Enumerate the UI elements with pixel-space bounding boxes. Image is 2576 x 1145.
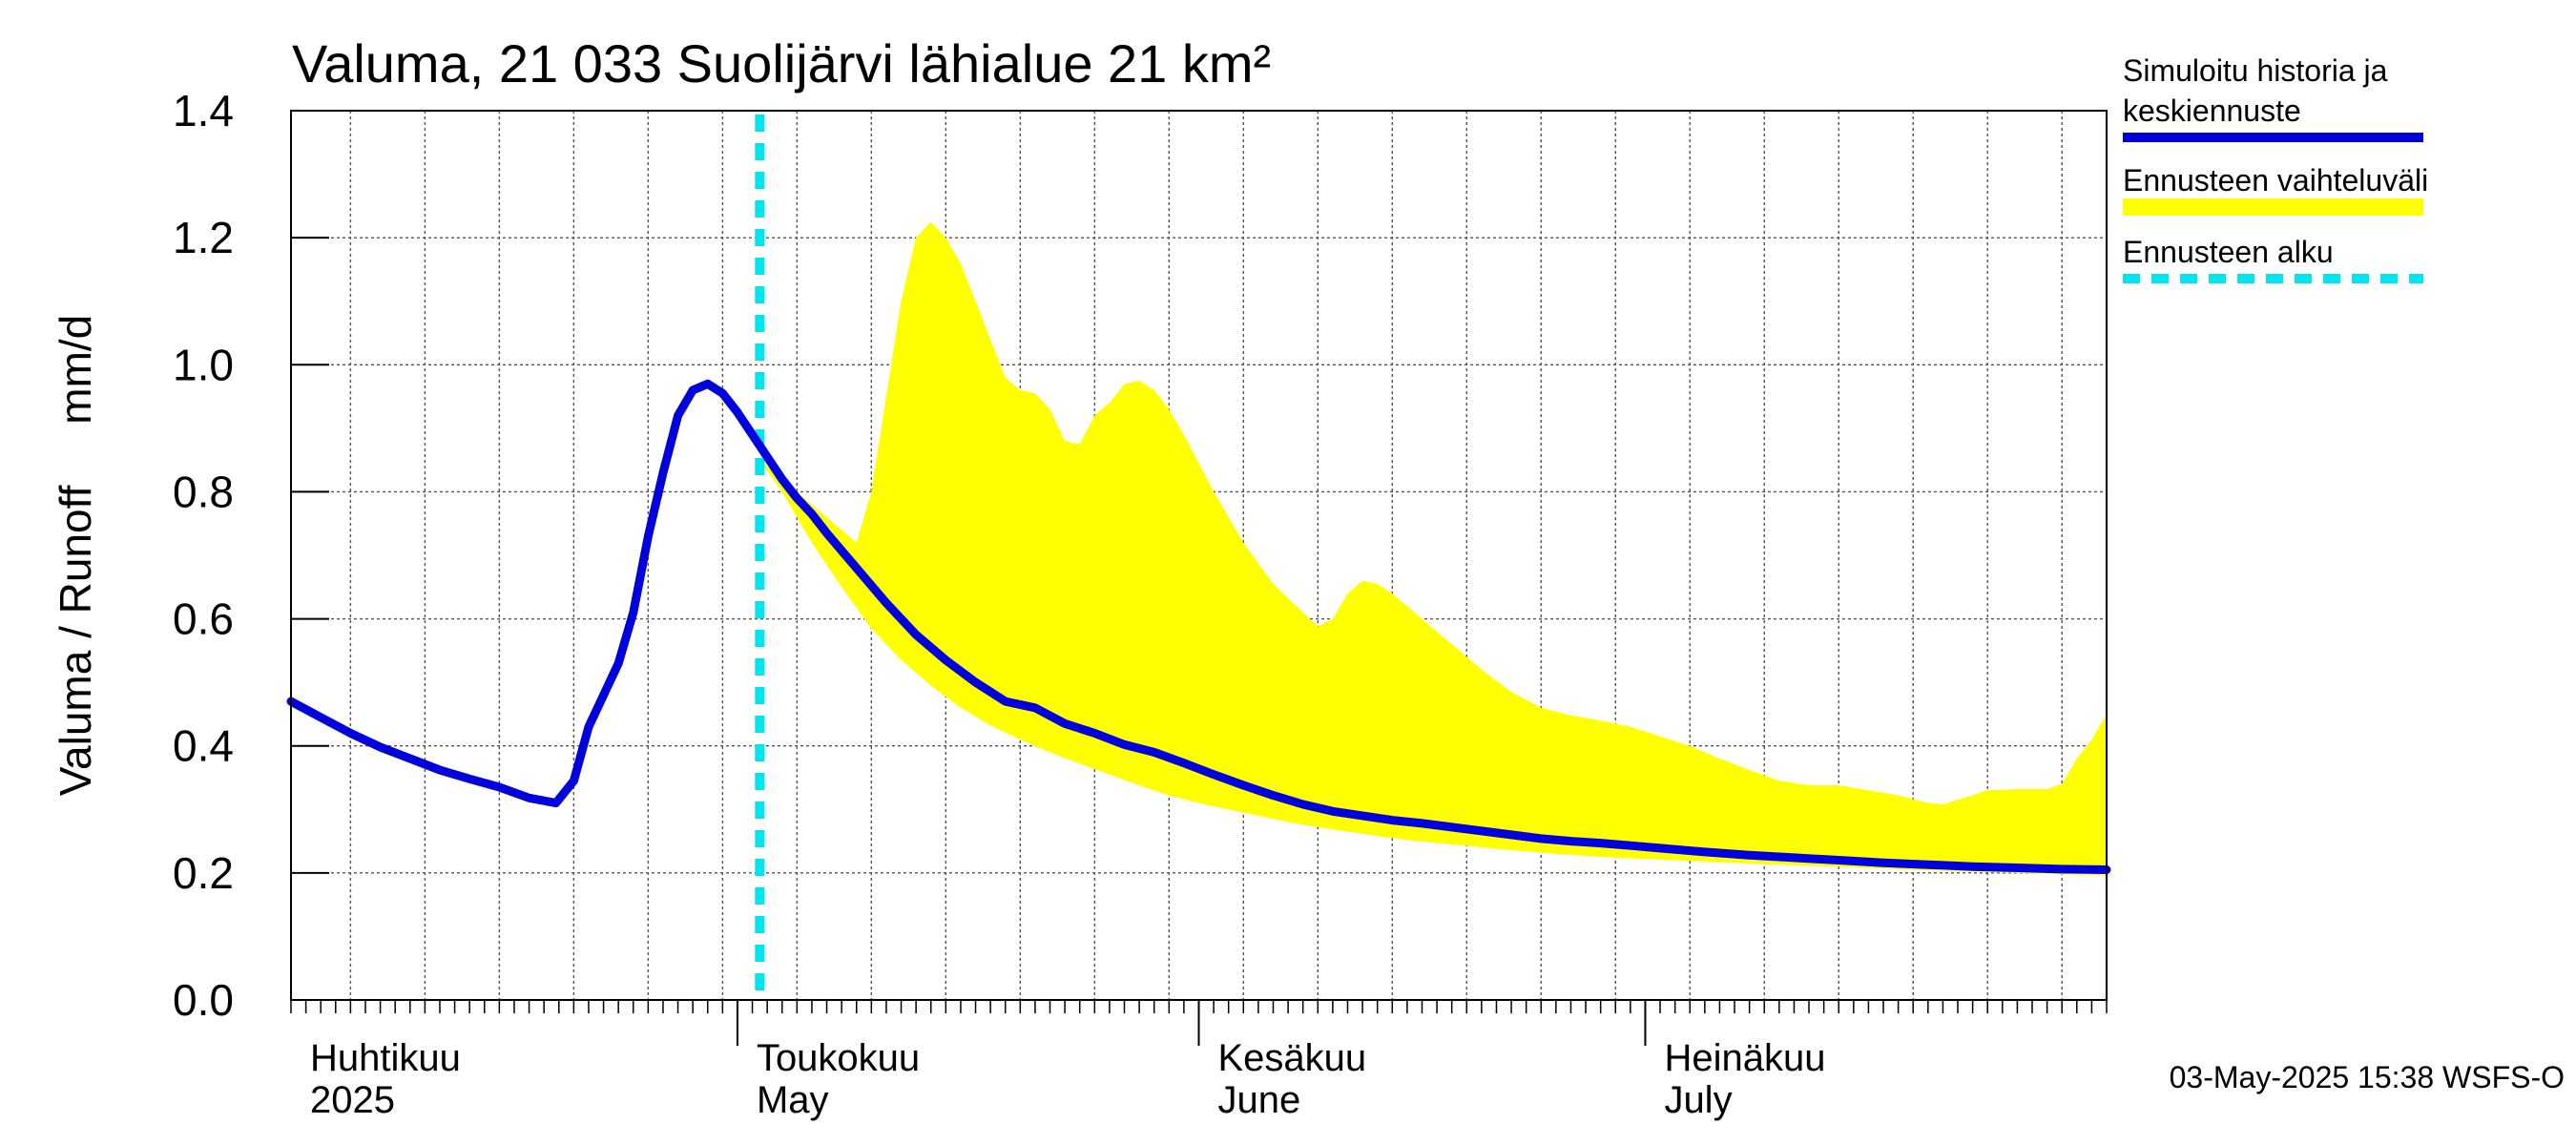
history-mean-line bbox=[286, 379, 2111, 874]
x-axis-ticks bbox=[290, 1000, 2108, 1046]
y-tick-label: 0.0 bbox=[173, 975, 234, 1025]
month-label: Kesäkuu bbox=[1218, 1037, 1367, 1079]
legend: Simuloitu historia ja keskiennuste Ennus… bbox=[2123, 53, 2428, 283]
month-label-sub: June bbox=[1218, 1079, 1301, 1121]
y-tick-label: 1.4 bbox=[173, 86, 234, 135]
timestamp: 03-May-2025 15:38 WSFS-O bbox=[2170, 1060, 2565, 1094]
y-axis-label: Valuma / Runoff mm/d bbox=[51, 315, 100, 797]
month-label-sub: July bbox=[1664, 1079, 1732, 1121]
forecast-range-band bbox=[759, 221, 2107, 876]
y-tick-label: 1.0 bbox=[173, 340, 234, 389]
legend-label-history-2: keskiennuste bbox=[2123, 94, 2301, 128]
chart-title: Valuma, 21 033 Suolijärvi lähialue 21 km… bbox=[292, 33, 1271, 94]
plot-area bbox=[286, 110, 2111, 1001]
month-label-sub: May bbox=[757, 1079, 829, 1121]
y-tick-label: 0.4 bbox=[173, 721, 234, 771]
y-tick-label: 0.2 bbox=[173, 848, 234, 898]
month-label: Heinäkuu bbox=[1664, 1037, 1825, 1079]
y-tick-label: 0.6 bbox=[173, 594, 234, 644]
legend-label-forecast-start: Ennusteen alku bbox=[2123, 235, 2334, 269]
y-tick-label: 1.2 bbox=[173, 213, 234, 262]
month-label-sub: 2025 bbox=[310, 1079, 395, 1121]
y-tick-label: 0.8 bbox=[173, 467, 234, 516]
month-label: Huhtikuu bbox=[310, 1037, 461, 1079]
legend-label-range: Ennusteen vaihteluväli bbox=[2123, 163, 2428, 198]
legend-label-history: Simuloitu historia ja bbox=[2123, 53, 2388, 88]
month-label: Toukokuu bbox=[757, 1037, 920, 1079]
y-axis-ticks: 0.0 0.2 0.4 0.6 0.8 1.0 1.2 1.4 bbox=[173, 86, 329, 1025]
